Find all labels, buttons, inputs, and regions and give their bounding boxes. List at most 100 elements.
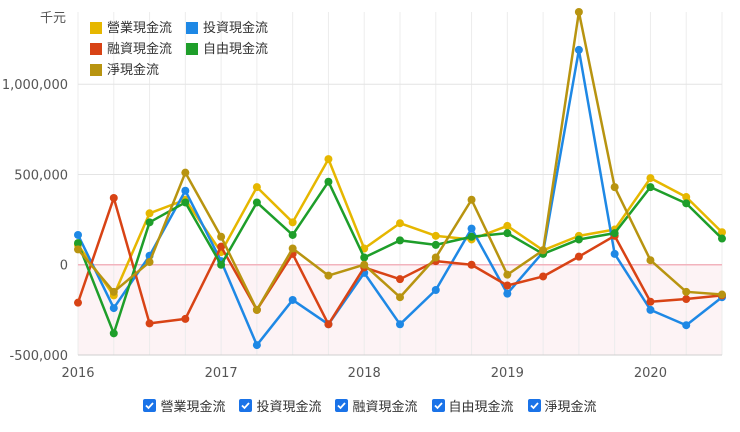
data-point[interactable]	[610, 249, 619, 258]
x-tick-label: 2018	[348, 366, 381, 381]
data-point[interactable]	[503, 289, 512, 298]
series-toggle[interactable]: 淨現金流	[527, 396, 597, 415]
data-point[interactable]	[646, 297, 655, 306]
x-tick-label: 2019	[491, 366, 524, 381]
legend-item[interactable]: 投資現金流	[186, 20, 268, 36]
y-tick-labels: 1,000,000 500,000 0 -500,000	[2, 78, 68, 364]
data-point[interactable]	[324, 155, 333, 164]
data-point[interactable]	[288, 244, 297, 253]
data-point[interactable]	[217, 232, 226, 241]
checkbox-checked-icon[interactable]	[431, 399, 445, 412]
data-point[interactable]	[396, 236, 404, 245]
data-point[interactable]	[467, 195, 476, 204]
data-point[interactable]	[467, 224, 476, 233]
data-point[interactable]	[396, 293, 404, 302]
data-point[interactable]	[252, 305, 261, 314]
data-point[interactable]	[467, 232, 476, 241]
data-point[interactable]	[217, 242, 226, 251]
data-point[interactable]	[718, 228, 726, 237]
data-point[interactable]	[109, 304, 118, 313]
data-point[interactable]	[503, 221, 512, 230]
data-point[interactable]	[682, 199, 691, 208]
data-point[interactable]	[252, 198, 261, 207]
data-point[interactable]	[145, 319, 154, 328]
data-point[interactable]	[252, 341, 261, 350]
legend-label: 淨現金流	[107, 62, 159, 78]
series-toggle[interactable]: 自由現金流	[431, 396, 514, 415]
data-point[interactable]	[431, 286, 440, 295]
series-toggle[interactable]: 營業現金流	[143, 396, 225, 415]
legend-item[interactable]: 融資現金流	[90, 41, 172, 57]
data-point[interactable]	[718, 290, 726, 299]
data-point[interactable]	[109, 329, 118, 338]
data-point[interactable]	[574, 45, 583, 54]
legend-swatch	[186, 22, 198, 34]
data-point[interactable]	[503, 281, 512, 290]
data-point[interactable]	[646, 256, 655, 265]
data-point[interactable]	[682, 287, 691, 296]
data-point[interactable]	[610, 229, 619, 238]
x-tick-label: 2020	[634, 366, 667, 381]
series-toggle[interactable]: 融資現金流	[335, 396, 418, 415]
data-point[interactable]	[324, 320, 333, 329]
data-point[interactable]	[360, 260, 369, 269]
data-point[interactable]	[610, 183, 619, 192]
data-point[interactable]	[431, 253, 440, 262]
series-toggle[interactable]: 投資現金流	[239, 396, 321, 415]
series-toggle-label: 營業現金流	[160, 400, 226, 415]
data-point[interactable]	[181, 186, 190, 195]
data-point[interactable]	[288, 295, 297, 304]
legend-item[interactable]: 自由現金流	[186, 41, 268, 57]
data-point[interactable]	[181, 168, 190, 177]
data-point[interactable]	[682, 193, 691, 202]
data-point[interactable]	[646, 305, 655, 314]
data-point[interactable]	[109, 193, 118, 202]
data-point[interactable]	[74, 245, 82, 254]
checkbox-checked-icon[interactable]	[335, 399, 349, 412]
data-point[interactable]	[574, 252, 583, 261]
series-toggle-label: 投資現金流	[256, 400, 322, 415]
legend-item[interactable]: 營業現金流	[90, 20, 172, 36]
checkbox-checked-icon[interactable]	[239, 399, 253, 412]
data-point[interactable]	[646, 174, 655, 183]
data-point[interactable]	[360, 253, 369, 262]
data-point[interactable]	[252, 183, 261, 192]
data-point[interactable]	[539, 246, 548, 255]
data-point[interactable]	[288, 230, 297, 239]
data-point[interactable]	[396, 219, 404, 228]
data-point[interactable]	[74, 239, 82, 248]
data-point[interactable]	[431, 240, 440, 249]
data-point[interactable]	[109, 287, 118, 296]
series-toggle-label: 淨現金流	[544, 400, 597, 415]
data-point[interactable]	[396, 275, 404, 284]
series-lines	[74, 8, 726, 350]
data-point[interactable]	[145, 218, 154, 227]
data-point[interactable]	[396, 320, 404, 329]
data-point[interactable]	[181, 314, 190, 323]
data-point[interactable]	[503, 229, 512, 238]
data-point[interactable]	[288, 218, 297, 227]
data-point[interactable]	[181, 198, 190, 207]
data-point[interactable]	[145, 258, 154, 267]
data-point[interactable]	[574, 8, 583, 16]
data-point[interactable]	[324, 177, 333, 186]
data-point[interactable]	[324, 271, 333, 280]
checkbox-checked-icon[interactable]	[527, 399, 541, 412]
data-point[interactable]	[682, 295, 691, 304]
data-point[interactable]	[718, 234, 726, 243]
data-point[interactable]	[74, 298, 82, 307]
series-toggle-label: 融資現金流	[352, 400, 418, 415]
data-point[interactable]	[539, 272, 548, 281]
data-point[interactable]	[74, 230, 82, 239]
data-point[interactable]	[217, 260, 226, 269]
data-point[interactable]	[431, 231, 440, 240]
data-point[interactable]	[682, 321, 691, 330]
data-point[interactable]	[503, 270, 512, 279]
data-point[interactable]	[574, 235, 583, 244]
data-point[interactable]	[646, 183, 655, 192]
legend-item[interactable]: 淨現金流	[90, 62, 159, 78]
checkbox-checked-icon[interactable]	[143, 399, 157, 412]
data-point[interactable]	[145, 209, 154, 218]
data-point[interactable]	[467, 260, 476, 269]
